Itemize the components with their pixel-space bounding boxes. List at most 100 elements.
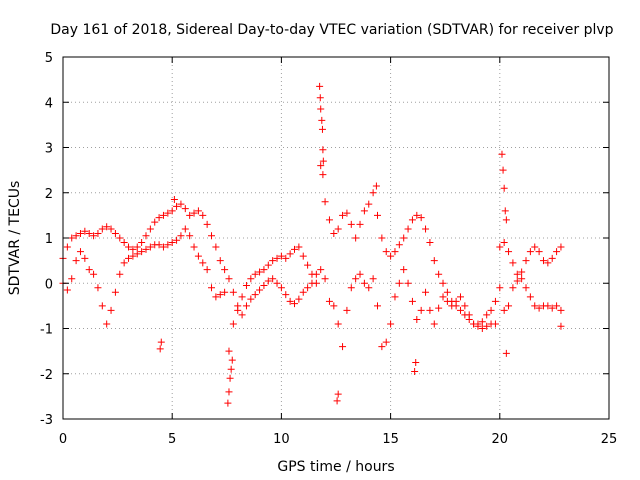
- data-point: [151, 218, 159, 226]
- data-point: [513, 270, 521, 278]
- data-point: [90, 270, 98, 278]
- x-tick-label: 25: [601, 432, 618, 447]
- y-tick-labels: -3 -2 -1 0 1 2 3 4 5: [40, 51, 609, 428]
- data-point: [465, 311, 473, 319]
- data-point: [156, 345, 164, 353]
- data-point: [505, 302, 513, 310]
- data-point: [369, 189, 377, 197]
- data-point: [159, 243, 167, 251]
- data-point: [299, 252, 307, 260]
- y-tick-label: -3: [40, 413, 53, 428]
- data-point: [343, 209, 351, 217]
- data-point: [273, 279, 281, 287]
- data-point: [395, 241, 403, 249]
- data-point: [304, 261, 312, 269]
- data-point: [256, 286, 264, 294]
- data-point: [456, 306, 464, 314]
- data-point: [227, 365, 235, 373]
- data-point: [502, 216, 510, 224]
- data-point: [400, 266, 408, 274]
- data-point: [282, 291, 290, 299]
- data-point: [286, 297, 294, 305]
- data-point: [168, 239, 176, 247]
- data-point: [318, 116, 326, 124]
- data-point: [133, 250, 141, 258]
- data-point: [343, 306, 351, 314]
- data-point: [334, 225, 342, 233]
- y-tick-label: 1: [45, 232, 53, 247]
- data-point: [190, 243, 198, 251]
- data-point: [339, 211, 347, 219]
- data-point: [111, 229, 119, 237]
- data-point: [356, 220, 364, 228]
- data-point: [203, 220, 211, 228]
- data-point: [299, 288, 307, 296]
- data-point: [173, 236, 181, 244]
- data-point: [181, 205, 189, 213]
- data-point: [412, 358, 420, 366]
- data-point: [422, 288, 430, 296]
- data-point: [312, 270, 320, 278]
- data-point: [116, 234, 124, 242]
- data-point: [356, 270, 364, 278]
- data-point: [330, 302, 338, 310]
- data-point: [194, 207, 202, 215]
- data-point: [553, 248, 561, 256]
- data-point: [435, 270, 443, 278]
- data-point: [544, 302, 552, 310]
- data-point: [411, 367, 419, 375]
- data-point: [138, 239, 146, 247]
- data-point: [553, 302, 561, 310]
- data-point: [120, 259, 128, 267]
- data-point: [260, 282, 268, 290]
- data-point: [286, 250, 294, 258]
- data-point: [333, 397, 341, 405]
- data-point: [360, 207, 368, 215]
- data-point: [94, 284, 102, 292]
- x-tick-label: 20: [492, 432, 509, 447]
- y-tick-label: -1: [40, 323, 53, 338]
- data-point: [107, 225, 115, 233]
- data-point: [221, 266, 229, 274]
- data-point: [522, 284, 530, 292]
- data-point: [81, 254, 89, 262]
- data-point: [378, 343, 386, 351]
- data-point: [478, 318, 486, 326]
- data-point: [518, 268, 526, 276]
- data-point: [68, 275, 76, 283]
- data-point: [413, 315, 421, 323]
- x-tick-labels: 0 5 10 15 20 25: [59, 57, 617, 447]
- data-point: [81, 227, 89, 235]
- data-point: [347, 284, 355, 292]
- data-point: [526, 248, 534, 256]
- data-point: [177, 200, 185, 208]
- data-point: [430, 257, 438, 265]
- data-point: [317, 105, 325, 113]
- chart-title: Day 161 of 2018, Sidereal Day-to-day VTE…: [50, 22, 613, 38]
- data-point: [68, 234, 76, 242]
- data-point: [242, 282, 250, 290]
- data-point: [426, 306, 434, 314]
- data-point: [264, 277, 272, 285]
- data-point: [321, 275, 329, 283]
- data-point: [186, 232, 194, 240]
- data-point: [146, 225, 154, 233]
- data-point: [216, 291, 224, 299]
- data-point: [76, 248, 84, 256]
- data-point: [544, 259, 552, 267]
- data-point: [483, 311, 491, 319]
- data-point: [291, 245, 299, 253]
- data-point: [557, 243, 565, 251]
- data-point: [422, 225, 430, 233]
- data-point: [347, 220, 355, 228]
- x-tick-label: 10: [273, 432, 290, 447]
- data-point: [295, 243, 303, 251]
- data-point: [85, 266, 93, 274]
- data-point: [251, 270, 259, 278]
- data-point: [173, 202, 181, 210]
- data-point: [382, 338, 390, 346]
- data-point: [500, 239, 508, 247]
- data-point: [277, 284, 285, 292]
- data-point: [360, 279, 368, 287]
